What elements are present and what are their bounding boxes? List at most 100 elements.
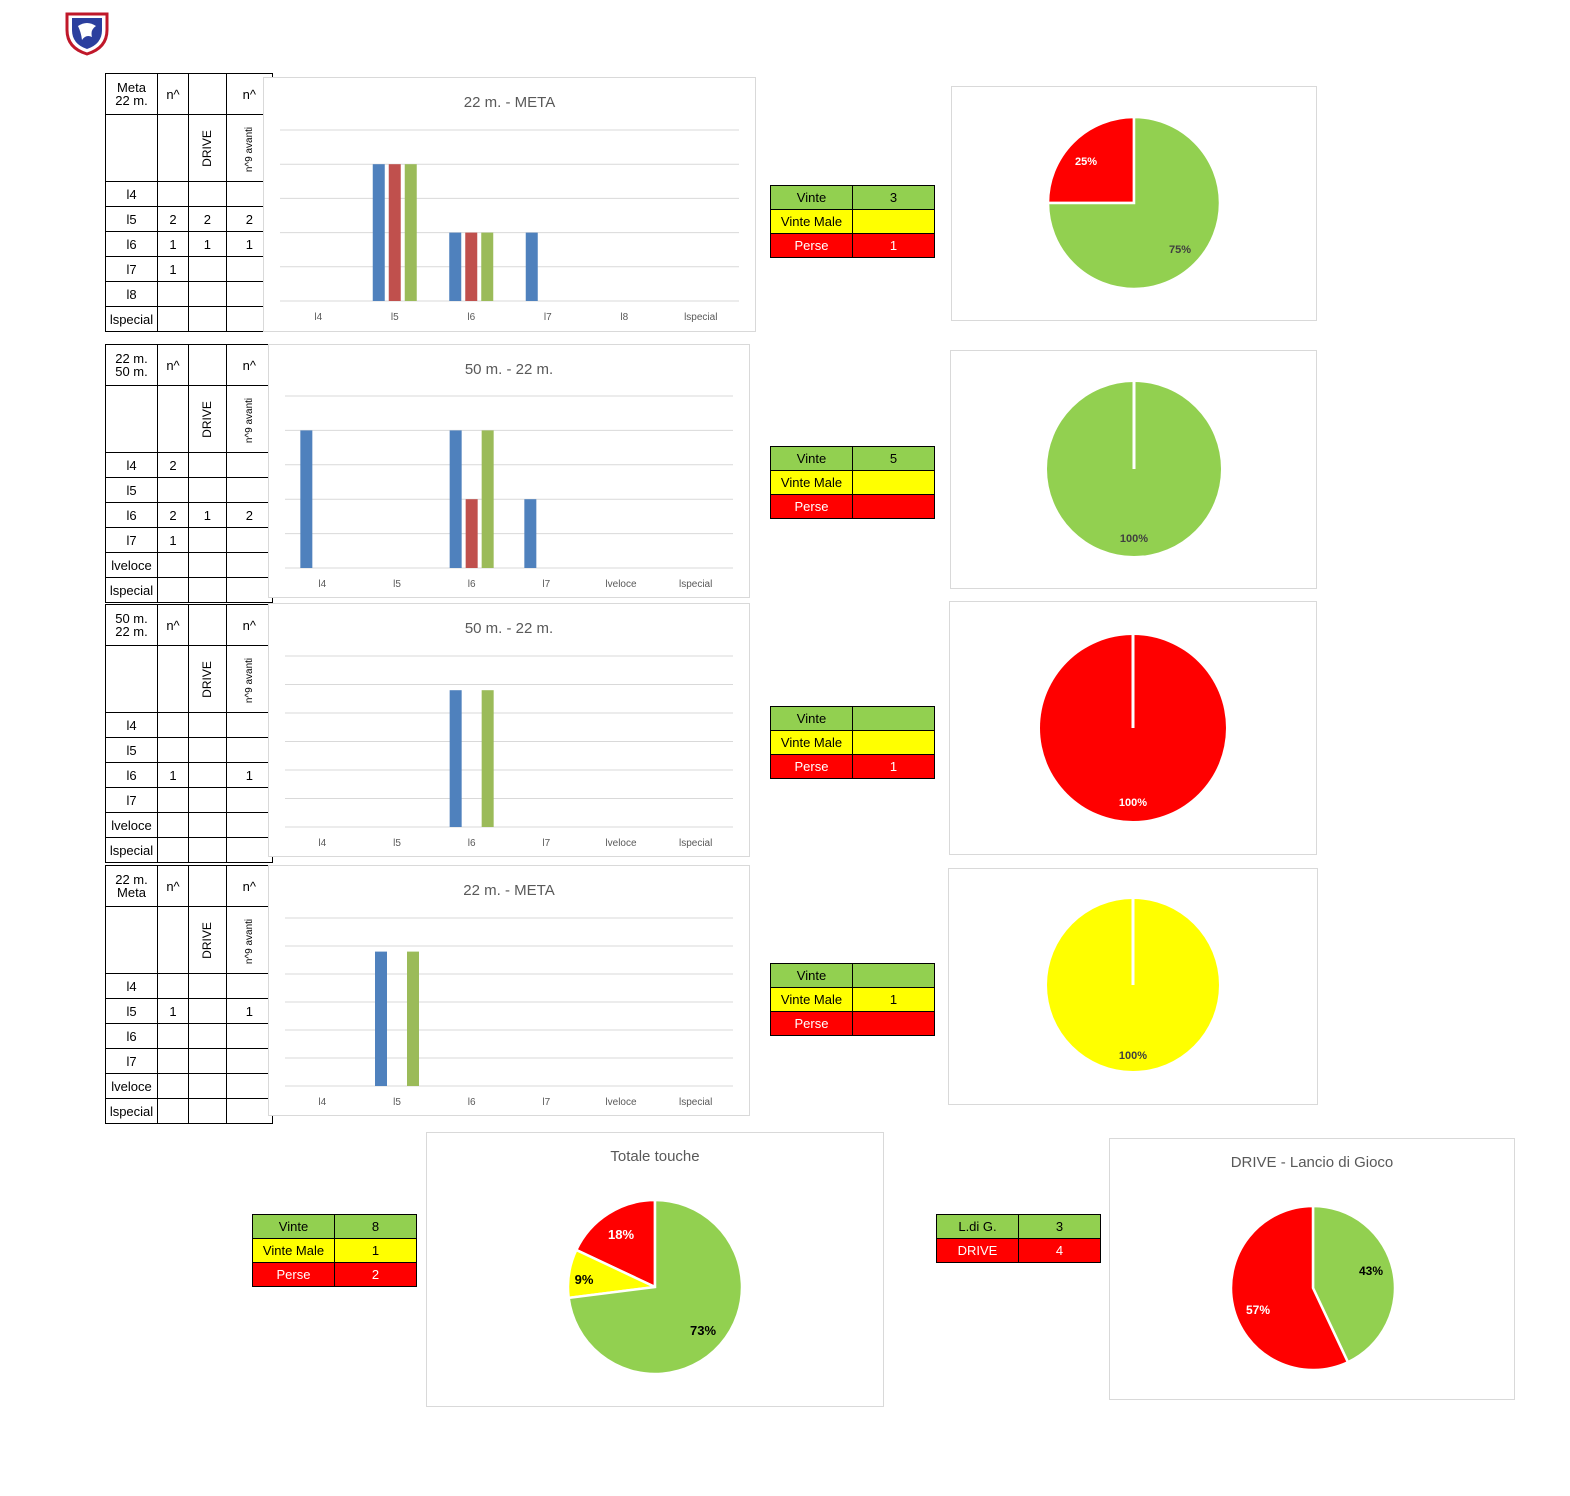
vinte-value: 8 (334, 1214, 417, 1239)
table-rotated-header: DRIVE (188, 906, 227, 974)
table-cell (188, 712, 227, 738)
ldg-label: L.di G. (936, 1214, 1019, 1239)
table-rotated-header (157, 114, 189, 182)
vinte-male-label: Vinte Male (770, 730, 853, 755)
table-rotated-header (105, 385, 158, 453)
vinte-value: 3 (852, 185, 935, 210)
table-rotated-header: DRIVE (188, 385, 227, 453)
x-tick-label: l6 (467, 312, 475, 323)
table-row: l5 2 2 2 (105, 206, 273, 232)
pie-chart-2: 100% (949, 601, 1317, 855)
bar-l6-s2 (481, 690, 494, 827)
table-cell (225, 452, 273, 478)
perse-label: Perse (252, 1262, 335, 1287)
perse-label: Perse (770, 1011, 853, 1036)
rotated-header-label: DRIVE (199, 401, 214, 438)
table-cell (188, 552, 227, 578)
x-tick-label: l7 (544, 312, 552, 323)
x-tick-label: l4 (318, 838, 326, 849)
table-row: lspecial (105, 577, 273, 603)
table-cell (188, 812, 227, 838)
pie-data-label: 100% (1119, 1050, 1147, 1062)
table-zone-header: Meta 22 m. (105, 73, 158, 115)
pie-data-label: 73% (690, 1323, 716, 1338)
bar-chart-22-meta: l4 l5 l6 l7 l8 lspecial 22 m. - META (263, 77, 756, 332)
x-tick-label: lspecial (679, 838, 712, 849)
table-row: l7 1 (105, 527, 273, 553)
table-cell (225, 973, 273, 999)
table-cell (157, 1048, 189, 1074)
row-label: l4 (105, 712, 158, 738)
x-tick-label: l6 (468, 579, 476, 590)
chart-title: 50 m. - 22 m. (464, 620, 554, 637)
chart-title: DRIVE - Lancio di Gioco (1230, 1154, 1394, 1171)
drive-results-table: L.di G. 3 DRIVE 4 (936, 1214, 1101, 1263)
table-cell: 1 (188, 231, 227, 257)
table-cell (157, 973, 189, 999)
table-cell (188, 837, 227, 863)
table-cell (157, 306, 189, 332)
table-cell (188, 1098, 227, 1124)
row-label: lspecial (105, 837, 158, 863)
table-cell (157, 577, 189, 603)
drive-lancio-pie-chart: 43% 57% DRIVE - Lancio di Gioco (1109, 1138, 1515, 1400)
table-cell (157, 712, 189, 738)
drive-label: DRIVE (936, 1238, 1019, 1263)
rotated-header-label: n^9 avanti (243, 397, 255, 443)
table-cell (225, 1023, 273, 1049)
table-col-header: n^ (157, 73, 189, 115)
row-label: l6 (105, 502, 158, 528)
table-cell (188, 477, 227, 503)
bar-chart-svg: l4 l5 l6 l7 lveloce lspecial (285, 395, 733, 590)
row-label: l5 (105, 477, 158, 503)
bar-l6-s2 (481, 232, 494, 301)
table-cell: 1 (157, 762, 189, 788)
table-row: l4 (105, 712, 273, 738)
pie-chart-svg: 100% (1040, 635, 1226, 821)
table-row: l5 (105, 737, 273, 763)
table-cell (157, 281, 189, 307)
table-cell (188, 577, 227, 603)
table-cell (188, 787, 227, 813)
table-cell (157, 1073, 189, 1099)
pie-chart-svg: 25% 75% (1046, 115, 1222, 291)
table-rotated-header: DRIVE (188, 645, 227, 713)
table-cell: 1 (157, 998, 189, 1024)
row-label: l6 (105, 762, 158, 788)
table-cell: 2 (157, 502, 189, 528)
pie-data-label: 100% (1120, 533, 1148, 545)
bar-chart-50-22: l4 l5 l6 l7 lveloce lspecial 50 m. - 22 m. (268, 344, 750, 598)
table-rotated-header: n^9 avanti (225, 385, 273, 453)
table-cell: 1 (225, 762, 273, 788)
table-row: lveloce (105, 552, 273, 578)
table-zone-header: 50 m. 22 m. (105, 604, 158, 646)
table-row: l6 1 1 (105, 762, 273, 788)
table-col-header (188, 73, 227, 115)
x-tick-label: l4 (318, 1097, 326, 1108)
chart-title: 22 m. - META (463, 94, 556, 111)
chart-title: Totale touche (610, 1148, 700, 1165)
table-cell (157, 1023, 189, 1049)
bar-l6-s0 (449, 430, 462, 568)
vinte-value (852, 706, 935, 731)
table-cell (225, 812, 273, 838)
table-col-header: n^ (157, 604, 189, 646)
drive-value: 4 (1018, 1238, 1101, 1263)
table-col-header: n^ (225, 865, 273, 907)
table-col-header: n^ (225, 604, 273, 646)
table-cell (157, 1098, 189, 1124)
stats-table-meta-22: Meta 22 m. n^ n^ DRIVE n^9 avanti l4 l5 2 2 2 l6 1 1… (105, 73, 273, 332)
table-rotated-header: n^9 avanti (225, 645, 273, 713)
perse-value: 1 (852, 754, 935, 779)
x-tick-label: l5 (391, 312, 399, 323)
rotated-header-label: DRIVE (199, 661, 214, 698)
table-rotated-header (157, 645, 189, 713)
table-rotated-header (105, 645, 158, 713)
bar-l5-s0 (372, 164, 385, 301)
pie-chart-1: 100% (950, 350, 1317, 589)
club-logo-icon (65, 12, 109, 56)
row-label: lveloce (105, 812, 158, 838)
table-row: l4 2 (105, 452, 273, 478)
table-cell (225, 1098, 273, 1124)
totale-touche-pie-chart: 18% 9% 73% Totale touche (426, 1132, 884, 1407)
